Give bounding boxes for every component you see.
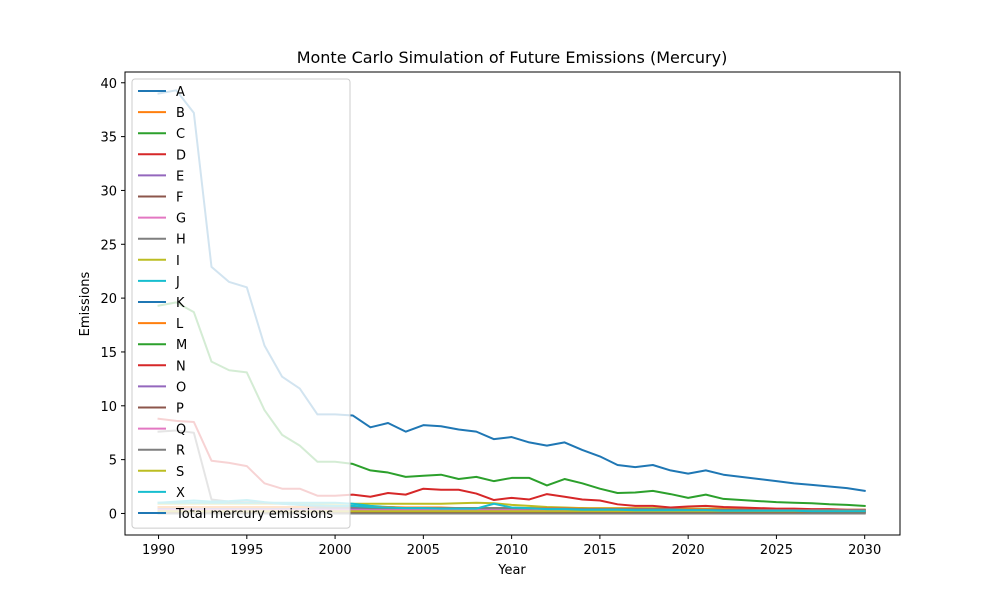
x-tick-label-1: 1995 bbox=[230, 543, 263, 558]
legend-label-19: X bbox=[176, 486, 185, 501]
y-tick-label-0: 0 bbox=[109, 507, 117, 522]
y-tick-label-5: 25 bbox=[100, 238, 117, 253]
legend-label-7: H bbox=[176, 233, 186, 248]
legend-label-11: L bbox=[176, 317, 184, 332]
legend-box bbox=[131, 78, 351, 529]
legend-label-1: B bbox=[176, 106, 185, 121]
y-tick-label-6: 30 bbox=[100, 184, 117, 199]
legend-label-14: O bbox=[176, 380, 186, 395]
legend-label-5: F bbox=[176, 191, 183, 206]
x-tick-label-4: 2010 bbox=[495, 543, 528, 558]
y-axis-title: Emissions bbox=[78, 271, 93, 336]
x-tick-label-2: 2000 bbox=[319, 543, 352, 558]
legend-label-2: C bbox=[176, 127, 185, 142]
legend-label-18: S bbox=[176, 465, 184, 480]
y-tick-label-8: 40 bbox=[100, 77, 117, 92]
legend-label-15: P bbox=[176, 402, 184, 417]
x-tick-label-0: 1990 bbox=[142, 543, 175, 558]
x-tick-label-5: 2015 bbox=[583, 543, 616, 558]
y-tick-label-1: 5 bbox=[109, 454, 117, 469]
y-tick-label-3: 15 bbox=[100, 346, 117, 361]
x-tick-label-6: 2020 bbox=[672, 543, 705, 558]
legend-label-4: E bbox=[176, 169, 184, 184]
legend-label-13: N bbox=[176, 359, 186, 374]
legend-label-3: D bbox=[176, 148, 186, 163]
y-tick-label-4: 20 bbox=[100, 292, 117, 307]
legend-label-9: J bbox=[175, 275, 180, 290]
x-axis-title: Year bbox=[497, 563, 526, 578]
legend-label-20: Total mercury emissions bbox=[175, 507, 333, 522]
y-tick-label-7: 35 bbox=[100, 131, 117, 146]
x-tick-label-3: 2005 bbox=[407, 543, 440, 558]
axes-frame bbox=[124, 71, 901, 536]
axis-ticks: 1990 1995 2000 2005 2010 2015 2020 2025 20300510… bbox=[100, 77, 881, 558]
chart-title: Monte Carlo Simulation of Future Emissio… bbox=[297, 48, 728, 67]
y-tick-label-2: 10 bbox=[100, 400, 117, 415]
legend-label-12: M bbox=[176, 338, 187, 353]
legend-label-8: I bbox=[176, 254, 180, 269]
x-tick-label-8: 2030 bbox=[848, 543, 881, 558]
legend-label-6: G bbox=[176, 212, 186, 227]
legend-label-17: R bbox=[176, 444, 185, 459]
legend-label-10: K bbox=[176, 296, 185, 311]
legend-label-16: Q bbox=[176, 423, 186, 438]
x-tick-label-7: 2025 bbox=[760, 543, 793, 558]
legend-label-0: A bbox=[176, 85, 185, 100]
